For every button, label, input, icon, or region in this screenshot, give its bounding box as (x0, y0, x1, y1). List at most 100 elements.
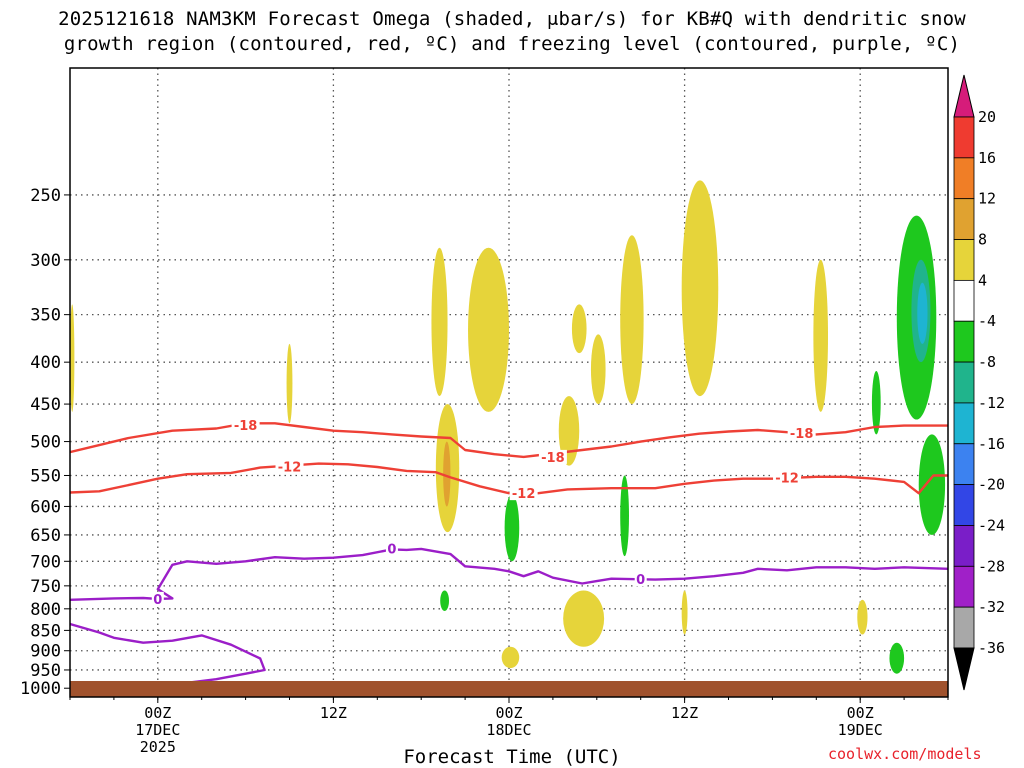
omega-region-yellow (681, 180, 719, 397)
omega-region-green (918, 434, 946, 535)
omega-region-green (871, 370, 881, 435)
colorbar-label: -36 (978, 639, 1005, 657)
contour-label: 0 (636, 573, 645, 588)
y-tick-label: 700 (30, 552, 61, 572)
colorbar-band (953, 279, 975, 322)
colorbar-band (953, 606, 975, 649)
y-tick-label: 350 (30, 306, 61, 326)
contour-label-bg (275, 459, 304, 474)
x-tick-label: 12Z (671, 704, 698, 722)
y-tick-label: 850 (30, 621, 61, 641)
colorbar-band (953, 157, 975, 200)
omega-region-cyan (917, 282, 928, 344)
contour-label: -18 (234, 419, 258, 434)
colorbar-label: 12 (978, 190, 996, 208)
colorbar-band (953, 198, 975, 240)
x-tick-label: 00Z (847, 704, 874, 722)
y-tick-label: 250 (30, 186, 61, 206)
credit-text: coolwx.com/models (828, 745, 982, 763)
contour-label-bg (773, 470, 802, 485)
contour-labels: -18-18-18-12-12-120000 (107, 417, 816, 697)
contour-line (70, 547, 948, 601)
colorbar-label: -28 (978, 557, 1005, 575)
x-tick-date: 18DEC (486, 721, 531, 739)
colorbar-band (953, 116, 975, 159)
contour-line (70, 622, 266, 691)
omega-region-orange (443, 441, 451, 507)
omega-region-yellow (70, 304, 75, 412)
omega-region-yellow (590, 334, 606, 405)
colorbar-label: -24 (978, 516, 1005, 534)
colorbar-band (953, 320, 975, 363)
colorbar-band (953, 239, 975, 281)
axes: 2503003504004505005506006507007508008509… (20, 186, 949, 756)
omega-region-yellow (501, 646, 520, 669)
contour-label-bg (509, 486, 538, 501)
omega-region-yellow (468, 247, 509, 412)
omega-region-green (889, 642, 905, 674)
colorbar-label: -32 (978, 598, 1005, 616)
colorbar-band (953, 402, 975, 445)
colorbar-bottom-triangle (953, 647, 975, 691)
y-tick-label: 900 (30, 642, 61, 662)
x-tick-label: 00Z (495, 704, 522, 722)
contour-label: 0 (387, 542, 396, 557)
omega-region-yellow (571, 304, 587, 354)
contour-label: -12 (512, 487, 536, 502)
omega-shading (70, 180, 946, 674)
omega-region-green (620, 475, 629, 557)
colorbar-label: -4 (978, 312, 996, 330)
colorbar-band (953, 361, 975, 404)
omega-region-yellow (813, 259, 829, 412)
colorbar-label: 20 (978, 108, 996, 126)
contour-label-bg (538, 449, 567, 464)
colorbar-label: -16 (978, 435, 1005, 453)
contour-label: 0 (153, 593, 162, 608)
omega-region-yellow (286, 343, 293, 424)
colorbar-label: 8 (978, 231, 987, 249)
y-tick-label: 800 (30, 600, 61, 620)
colorbar-band (953, 565, 975, 608)
contour-label: -18 (541, 451, 565, 466)
x-tick-label: 12Z (320, 704, 347, 722)
omega-region-yellow (620, 235, 644, 405)
omega-region-yellow (681, 590, 688, 635)
omega-region-yellow (563, 590, 605, 647)
omega-region-yellow (558, 396, 580, 466)
colorbar-label: -20 (978, 476, 1005, 494)
y-tick-label: 650 (30, 526, 61, 546)
colorbar-top-triangle (953, 74, 975, 118)
chart-title-line1: 2025121618 NAM3KM Forecast Omega (shaded… (58, 8, 966, 30)
y-tick-label: 400 (30, 353, 61, 373)
contour-line (70, 462, 948, 495)
x-tick-date: 17DEC (135, 721, 180, 739)
y-tick-label: 550 (30, 466, 61, 486)
y-tick-label: 300 (30, 251, 61, 271)
omega-region-yellow (857, 599, 868, 635)
contour-label-bg (385, 541, 398, 556)
colorbar-label: 16 (978, 149, 996, 167)
terrain-ground (70, 681, 948, 697)
y-tick-label: 1000 (20, 679, 61, 699)
x-tick-date: 19DEC (838, 721, 883, 739)
colorbar: 20 16 12 8 4 -4 -8 -12 -16 -20 -24 -28 -32 -36 (953, 74, 1005, 691)
y-tick-label: 600 (30, 497, 61, 517)
contour-label: -18 (790, 427, 814, 442)
colorbar-label: -8 (978, 353, 996, 371)
y-tick-label: 500 (30, 433, 61, 453)
contour-label-bg (634, 572, 647, 587)
omega-region-green (440, 590, 450, 612)
y-tick-label: 950 (30, 661, 61, 681)
contour-label-bg (231, 417, 260, 432)
omega-region-green (504, 494, 520, 562)
contour-label: -12 (775, 471, 799, 486)
colorbar-band (953, 484, 975, 526)
colorbar-label: -12 (978, 394, 1005, 412)
x-tick-label: 00Z (144, 704, 171, 722)
omega-region-yellow (431, 247, 448, 397)
chart-title-line2: growth region (contoured, red, ºC) and f… (63, 33, 961, 55)
x-axis-label: Forecast Time (UTC) (403, 746, 621, 768)
colorbar-label: 4 (978, 271, 987, 289)
y-tick-label: 450 (30, 395, 61, 415)
